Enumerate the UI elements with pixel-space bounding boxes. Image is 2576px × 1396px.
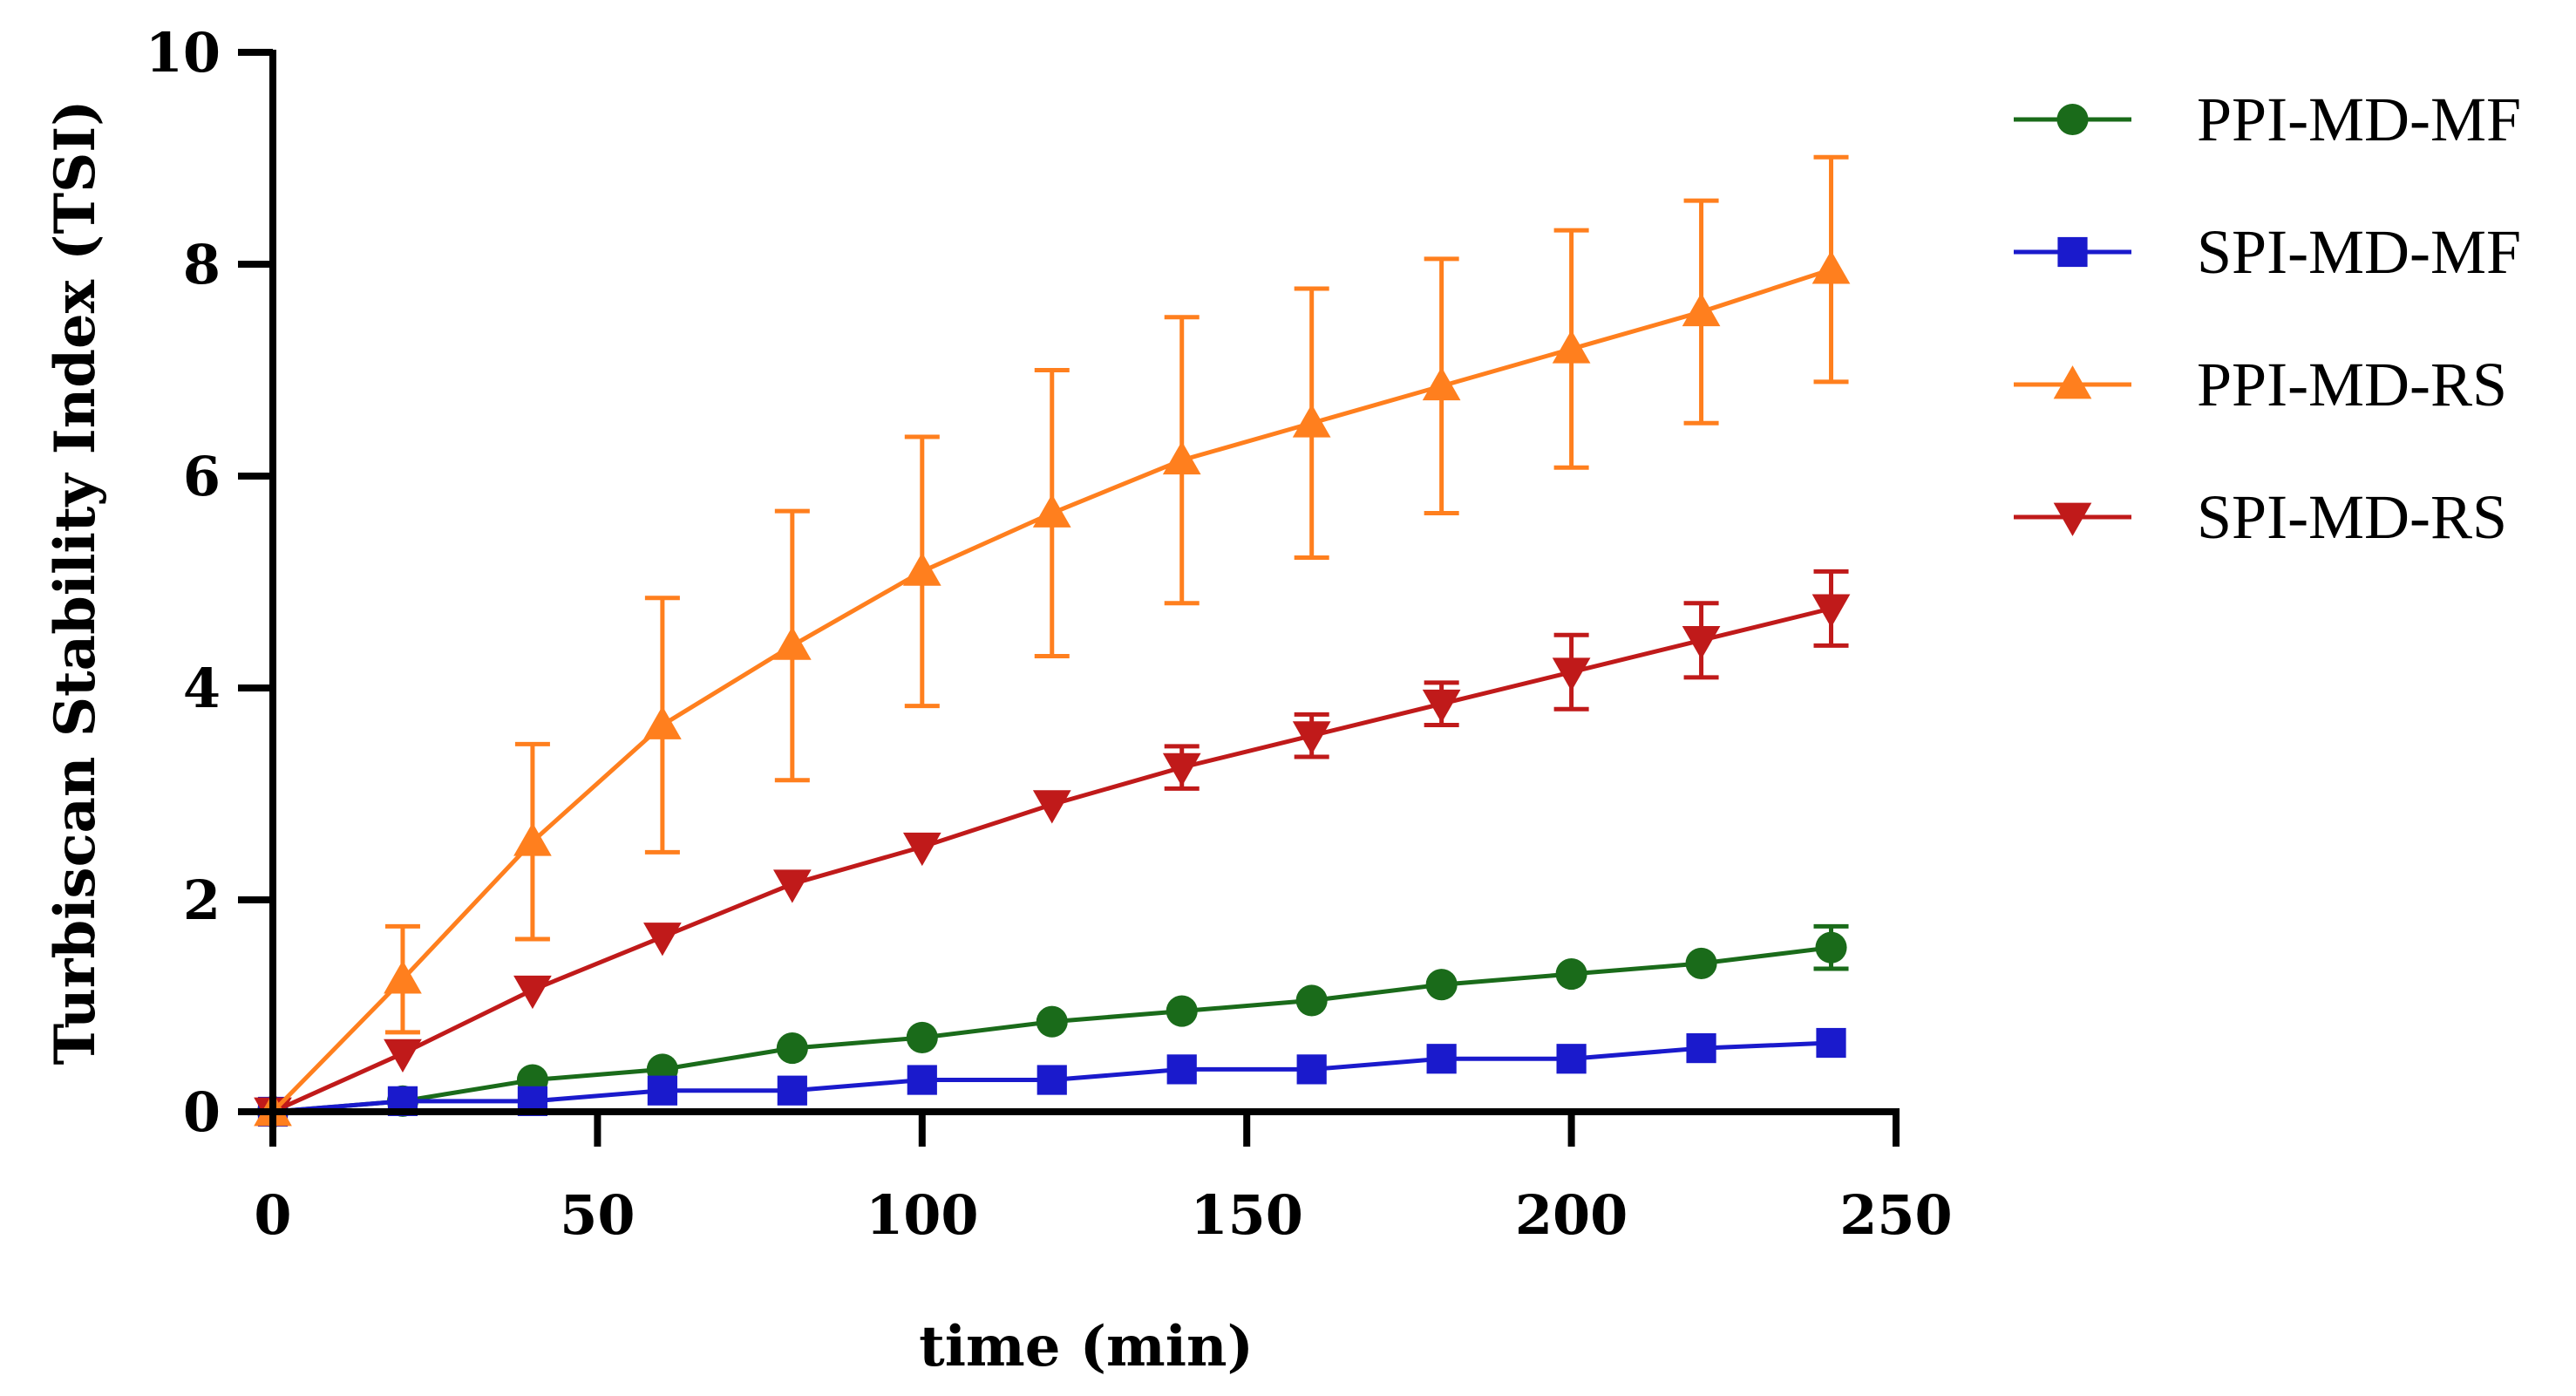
data-point: [1682, 625, 1721, 660]
data-point: [1166, 1054, 1197, 1085]
data-point: [384, 1038, 422, 1073]
data-point: [1037, 1065, 1067, 1095]
x-axis-title: time (min): [919, 1314, 1254, 1379]
plot-area: [254, 154, 1851, 1131]
data-point: [1422, 366, 1461, 401]
data-point: [513, 975, 552, 1010]
data-point: [902, 552, 941, 586]
data-point: [1162, 752, 1201, 787]
data-point: [1422, 689, 1461, 724]
data-point: [1032, 790, 1071, 824]
data-point: [1162, 440, 1201, 475]
data-point: [1816, 1027, 1846, 1059]
y-tick-label: 0: [183, 1080, 221, 1144]
data-point: [1686, 1033, 1716, 1064]
data-point: [1166, 995, 1198, 1027]
data-point: [1682, 292, 1721, 327]
data-point: [647, 1075, 677, 1106]
legend-swatch-marker: [2057, 236, 2088, 268]
x-tick-label: 150: [1190, 1183, 1302, 1247]
legend-label: PPI-MD-RS: [2197, 350, 2507, 419]
data-point: [1811, 250, 1851, 284]
legend-item: SPI-MD-RS: [2014, 482, 2507, 552]
data-point: [1552, 330, 1591, 364]
legend-label: SPI-MD-RS: [2197, 482, 2507, 552]
data-point: [1292, 404, 1331, 438]
data-point: [1552, 657, 1591, 691]
data-point: [1811, 594, 1851, 628]
y-tick-label: 2: [183, 868, 221, 932]
x-tick-label: 200: [1515, 1183, 1628, 1247]
data-point: [643, 705, 682, 739]
x-tick-label: 100: [866, 1183, 978, 1247]
y-tick-label: 4: [183, 657, 221, 720]
x-tick-label: 50: [560, 1183, 635, 1247]
data-point: [1295, 984, 1328, 1017]
legend-label: PPI-MD-MF: [2197, 85, 2521, 154]
data-point: [1425, 969, 1458, 1001]
data-point: [906, 1021, 938, 1053]
data-point: [772, 626, 812, 660]
legend-item: SPI-MD-MF: [2014, 217, 2521, 287]
data-point: [1685, 947, 1717, 979]
y-tick-label: 6: [183, 445, 221, 508]
legend-swatch-marker: [2056, 103, 2089, 136]
x-tick-label: 0: [254, 1183, 291, 1247]
x-tick-label: 250: [1839, 1183, 1952, 1247]
legend-swatch-marker: [2053, 365, 2092, 399]
legend-item: PPI-MD-MF: [2014, 85, 2521, 154]
series-ppi-md-mf: [256, 923, 1849, 1128]
data-point: [1036, 1005, 1068, 1038]
y-axis-title: Turbiscan Stability Index (TSI): [43, 99, 108, 1065]
data-point: [776, 1032, 808, 1065]
data-point: [1556, 1044, 1587, 1074]
axes: 0 50 100 150 200 250 0 2 4 6 8 10: [146, 21, 1953, 1247]
legend-label: SPI-MD-MF: [2197, 217, 2521, 287]
data-point: [1032, 494, 1071, 528]
data-point: [643, 923, 682, 957]
data-point: [1426, 1044, 1457, 1074]
data-point: [384, 960, 422, 994]
data-point: [777, 1075, 807, 1106]
data-point: [1292, 721, 1331, 755]
y-tick-label: 10: [146, 21, 221, 85]
data-point: [1555, 958, 1587, 991]
data-point: [1815, 931, 1847, 964]
data-point: [902, 832, 941, 867]
data-point: [513, 822, 552, 856]
legend-swatch-marker: [2053, 502, 2092, 536]
data-point: [772, 869, 812, 903]
data-point: [1296, 1054, 1327, 1085]
legend: PPI-MD-MF SPI-MD-MF PPI-MD-RS SPI-MD-RS: [2014, 85, 2521, 552]
y-tick-label: 8: [183, 233, 221, 296]
series-ppi-md-rs: [254, 154, 1851, 1127]
data-point: [907, 1065, 937, 1095]
legend-item: PPI-MD-RS: [2014, 350, 2507, 419]
